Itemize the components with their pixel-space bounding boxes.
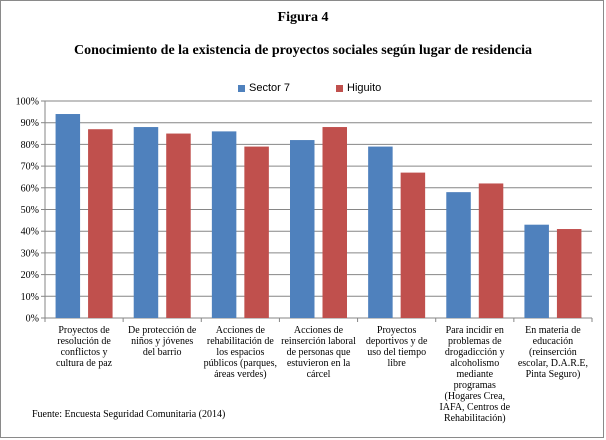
bar-series-1 <box>446 192 471 318</box>
bar-series-1 <box>290 140 315 318</box>
y-tick-label: 100% <box>16 97 39 108</box>
category-label: De protección de niños y jóvenes del bar… <box>128 325 197 358</box>
bar-series-2 <box>88 129 113 318</box>
y-tick-label: 0% <box>26 314 39 325</box>
bar-series-2 <box>244 146 269 318</box>
bar-series-2 <box>166 133 191 318</box>
category-label: Proyectos de resolución de conflictos y … <box>56 325 113 369</box>
bar-series-1 <box>211 131 237 318</box>
bar-series-1 <box>133 127 159 318</box>
chart-legend: Sector 7 Higuito <box>0 82 606 98</box>
bar-series-2 <box>400 172 426 318</box>
category-label: Para incidir en problemas de drogadicció… <box>439 325 511 424</box>
legend-swatch-series-2 <box>336 84 343 92</box>
chart-title: Conocimiento de la existencia de proyect… <box>73 43 533 58</box>
legend-label-series-1: Sector 7 <box>249 82 290 94</box>
y-tick-label: 50% <box>21 205 39 216</box>
y-tick-label: 70% <box>21 162 39 173</box>
category-label: En materia de educación (reinserción esc… <box>517 325 588 380</box>
legend-label-series-2: Higuito <box>347 82 382 94</box>
legend-item-series-2: Higuito <box>336 82 381 94</box>
legend-swatch-series-1 <box>238 84 245 92</box>
category-label: Proyectos deportivos y de uso del tiempo… <box>365 325 428 369</box>
bar-series-1 <box>524 224 549 318</box>
source-note: Fuente: Encuesta Seguridad Comunitaria (… <box>32 409 226 420</box>
bar-series-1 <box>55 114 81 319</box>
bar-series-2 <box>556 229 582 318</box>
y-tick-label: 60% <box>21 183 39 194</box>
y-tick-label: 20% <box>21 270 39 281</box>
y-tick-label: 90% <box>21 118 39 129</box>
legend-item-series-1: Sector 7 <box>238 82 290 94</box>
y-tick-label: 80% <box>21 140 39 151</box>
figure-label: Figura 4 <box>277 10 329 25</box>
bar-series-1 <box>368 146 393 318</box>
bar-series-2 <box>478 183 504 318</box>
y-tick-label: 30% <box>21 248 39 259</box>
category-label: Acciones de rehabilitación de los espaci… <box>203 325 277 380</box>
y-tick-label: 10% <box>21 292 39 303</box>
bar-series-2 <box>322 127 347 318</box>
category-label: Acciones de reinserción laboral de perso… <box>281 325 356 380</box>
y-tick-label: 40% <box>21 227 39 238</box>
